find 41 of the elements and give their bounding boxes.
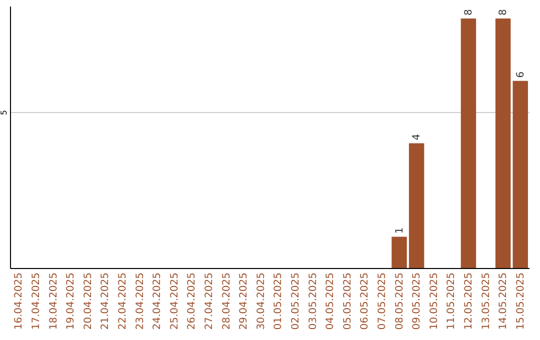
x-tick-label: 10.05.2025	[428, 272, 440, 330]
y-tick-label: 5	[0, 110, 8, 116]
x-tick-label: 01.05.2025	[273, 272, 284, 330]
x-tick-label: 06.05.2025	[360, 272, 371, 330]
bar	[495, 18, 511, 268]
bar	[392, 236, 407, 268]
bar	[512, 80, 528, 268]
x-tick-label: 16.04.2025	[14, 272, 25, 330]
x-tick-label: 28.04.2025	[221, 272, 232, 330]
data-label: 8	[463, 9, 474, 16]
x-tick-label: 26.04.2025	[186, 272, 198, 330]
x-tick-label: 23.04.2025	[134, 272, 146, 330]
x-tick-label: 02.05.2025	[290, 272, 302, 330]
x-tick-label: 04.05.2025	[325, 272, 336, 330]
x-tick-label: 09.05.2025	[412, 272, 423, 330]
x-tick-label: 19.04.2025	[66, 272, 77, 330]
x-tick-label: 15.05.2025	[515, 272, 526, 330]
x-tick-label: 12.05.2025	[463, 272, 474, 330]
data-label: 8	[498, 9, 510, 16]
x-tick-label: 08.05.2025	[394, 272, 406, 330]
x-tick-label: 13.05.2025	[480, 272, 492, 330]
bar	[408, 143, 424, 268]
x-tick-label: 18.04.2025	[48, 272, 60, 330]
data-label: 1	[394, 227, 406, 234]
x-tick-label: 20.04.2025	[82, 272, 94, 330]
x-tick-label: 22.04.2025	[117, 272, 128, 330]
x-tick-label: 21.04.2025	[100, 272, 112, 330]
x-tick-label: 07.05.2025	[376, 272, 388, 330]
x-tick-label: 29.04.2025	[238, 272, 250, 330]
x-tick-label: 25.04.2025	[169, 272, 180, 330]
x-tick-label: 05.05.2025	[342, 272, 354, 330]
x-tick-label: 30.04.2025	[256, 272, 267, 330]
data-label: 6	[515, 71, 526, 78]
bar	[460, 18, 476, 268]
x-tick-label: 24.04.2025	[152, 272, 164, 330]
x-tick-label: 14.05.2025	[498, 272, 510, 330]
x-tick-label: 27.04.2025	[204, 272, 215, 330]
x-tick-label: 03.05.2025	[308, 272, 319, 330]
data-label: 4	[412, 134, 423, 140]
x-tick-label: 17.04.2025	[30, 272, 42, 330]
x-tick-label: 11.05.2025	[446, 272, 458, 330]
